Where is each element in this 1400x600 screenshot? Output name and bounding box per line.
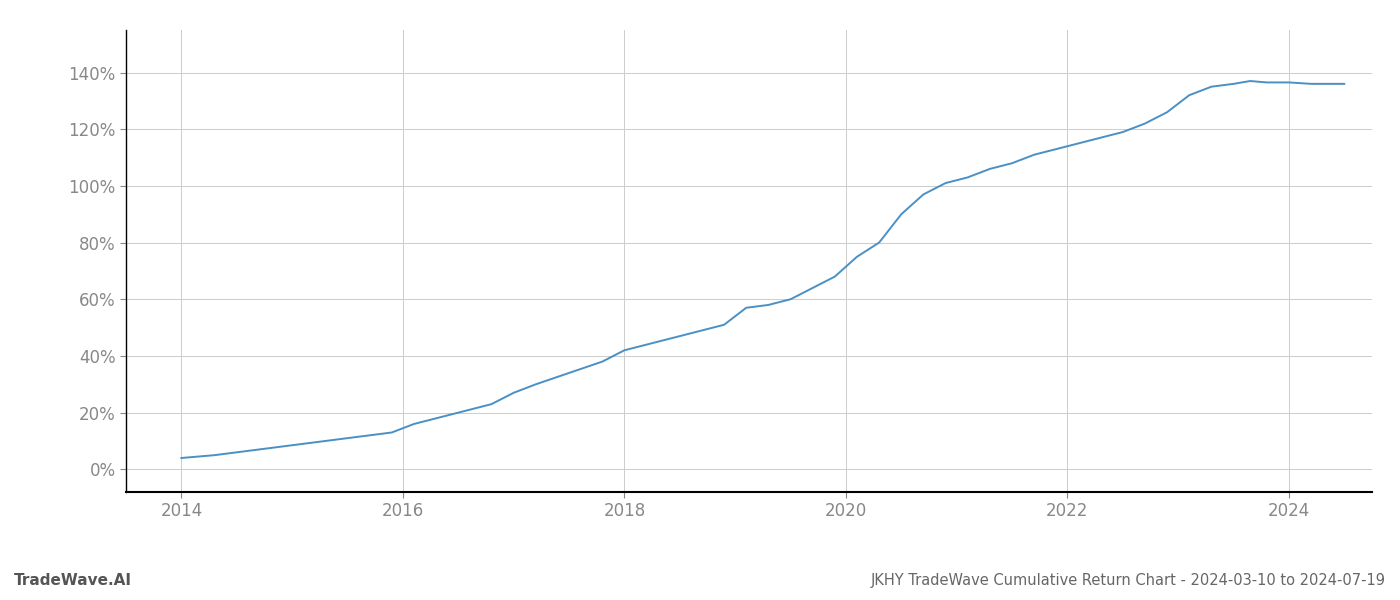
Text: JKHY TradeWave Cumulative Return Chart - 2024-03-10 to 2024-07-19: JKHY TradeWave Cumulative Return Chart -… xyxy=(871,573,1386,588)
Text: TradeWave.AI: TradeWave.AI xyxy=(14,573,132,588)
